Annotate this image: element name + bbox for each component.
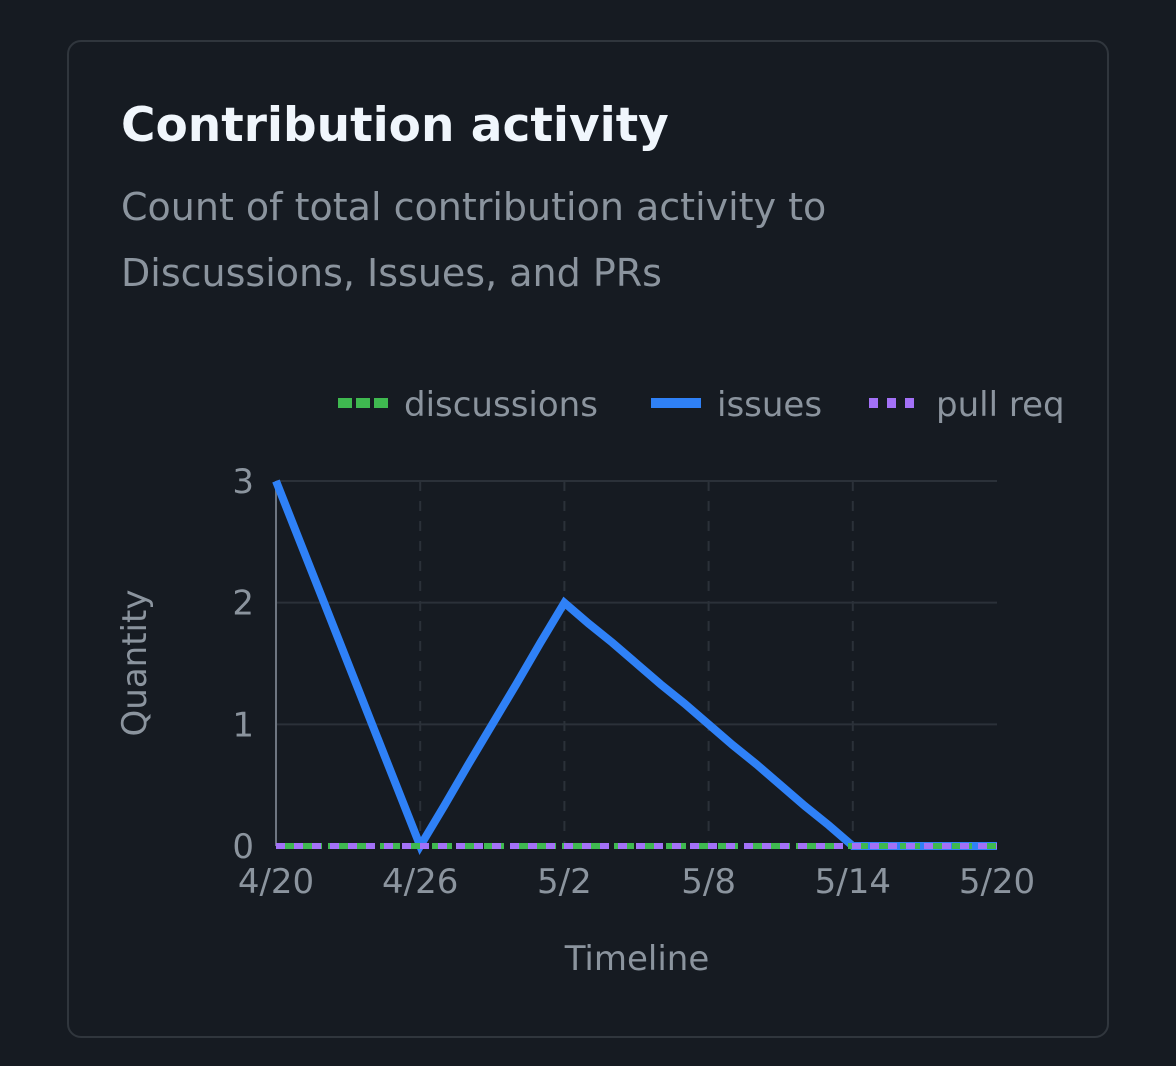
legend-label[interactable]: pull req: [936, 385, 1065, 425]
x-axis-title: Timeline: [564, 939, 710, 979]
card-subtitle: Count of total contribution activity to …: [121, 185, 827, 295]
legend-label[interactable]: issues: [717, 385, 822, 425]
y-tick-label: 0: [232, 827, 254, 867]
x-tick-label: 5/2: [537, 862, 592, 902]
x-tick-label: 5/14: [815, 862, 891, 902]
x-tick-label: 5/8: [681, 862, 736, 902]
grid-layer: [276, 480, 997, 846]
x-tick-label: 4/20: [238, 862, 314, 902]
series-layer: [272, 479, 997, 856]
legend: discussions issues pull req: [338, 385, 1065, 425]
x-tick-label: 5/20: [959, 862, 1035, 902]
y-tick-label: 2: [232, 584, 254, 624]
y-axis-title: Quantity: [115, 590, 155, 737]
card-title: Contribution activity: [121, 98, 669, 153]
contribution-activity-card: Contribution activity Count of total con…: [67, 40, 1109, 1038]
axis-layer: 0 1 2 3 4/20 4/26 5/2 5/8 5/14 5/20: [232, 462, 1035, 902]
legend-label[interactable]: discussions: [404, 385, 598, 425]
series-line-issues: [272, 479, 997, 856]
y-tick-label: 1: [232, 705, 254, 745]
y-tick-label: 3: [232, 462, 254, 502]
x-tick-label: 4/26: [382, 862, 458, 902]
